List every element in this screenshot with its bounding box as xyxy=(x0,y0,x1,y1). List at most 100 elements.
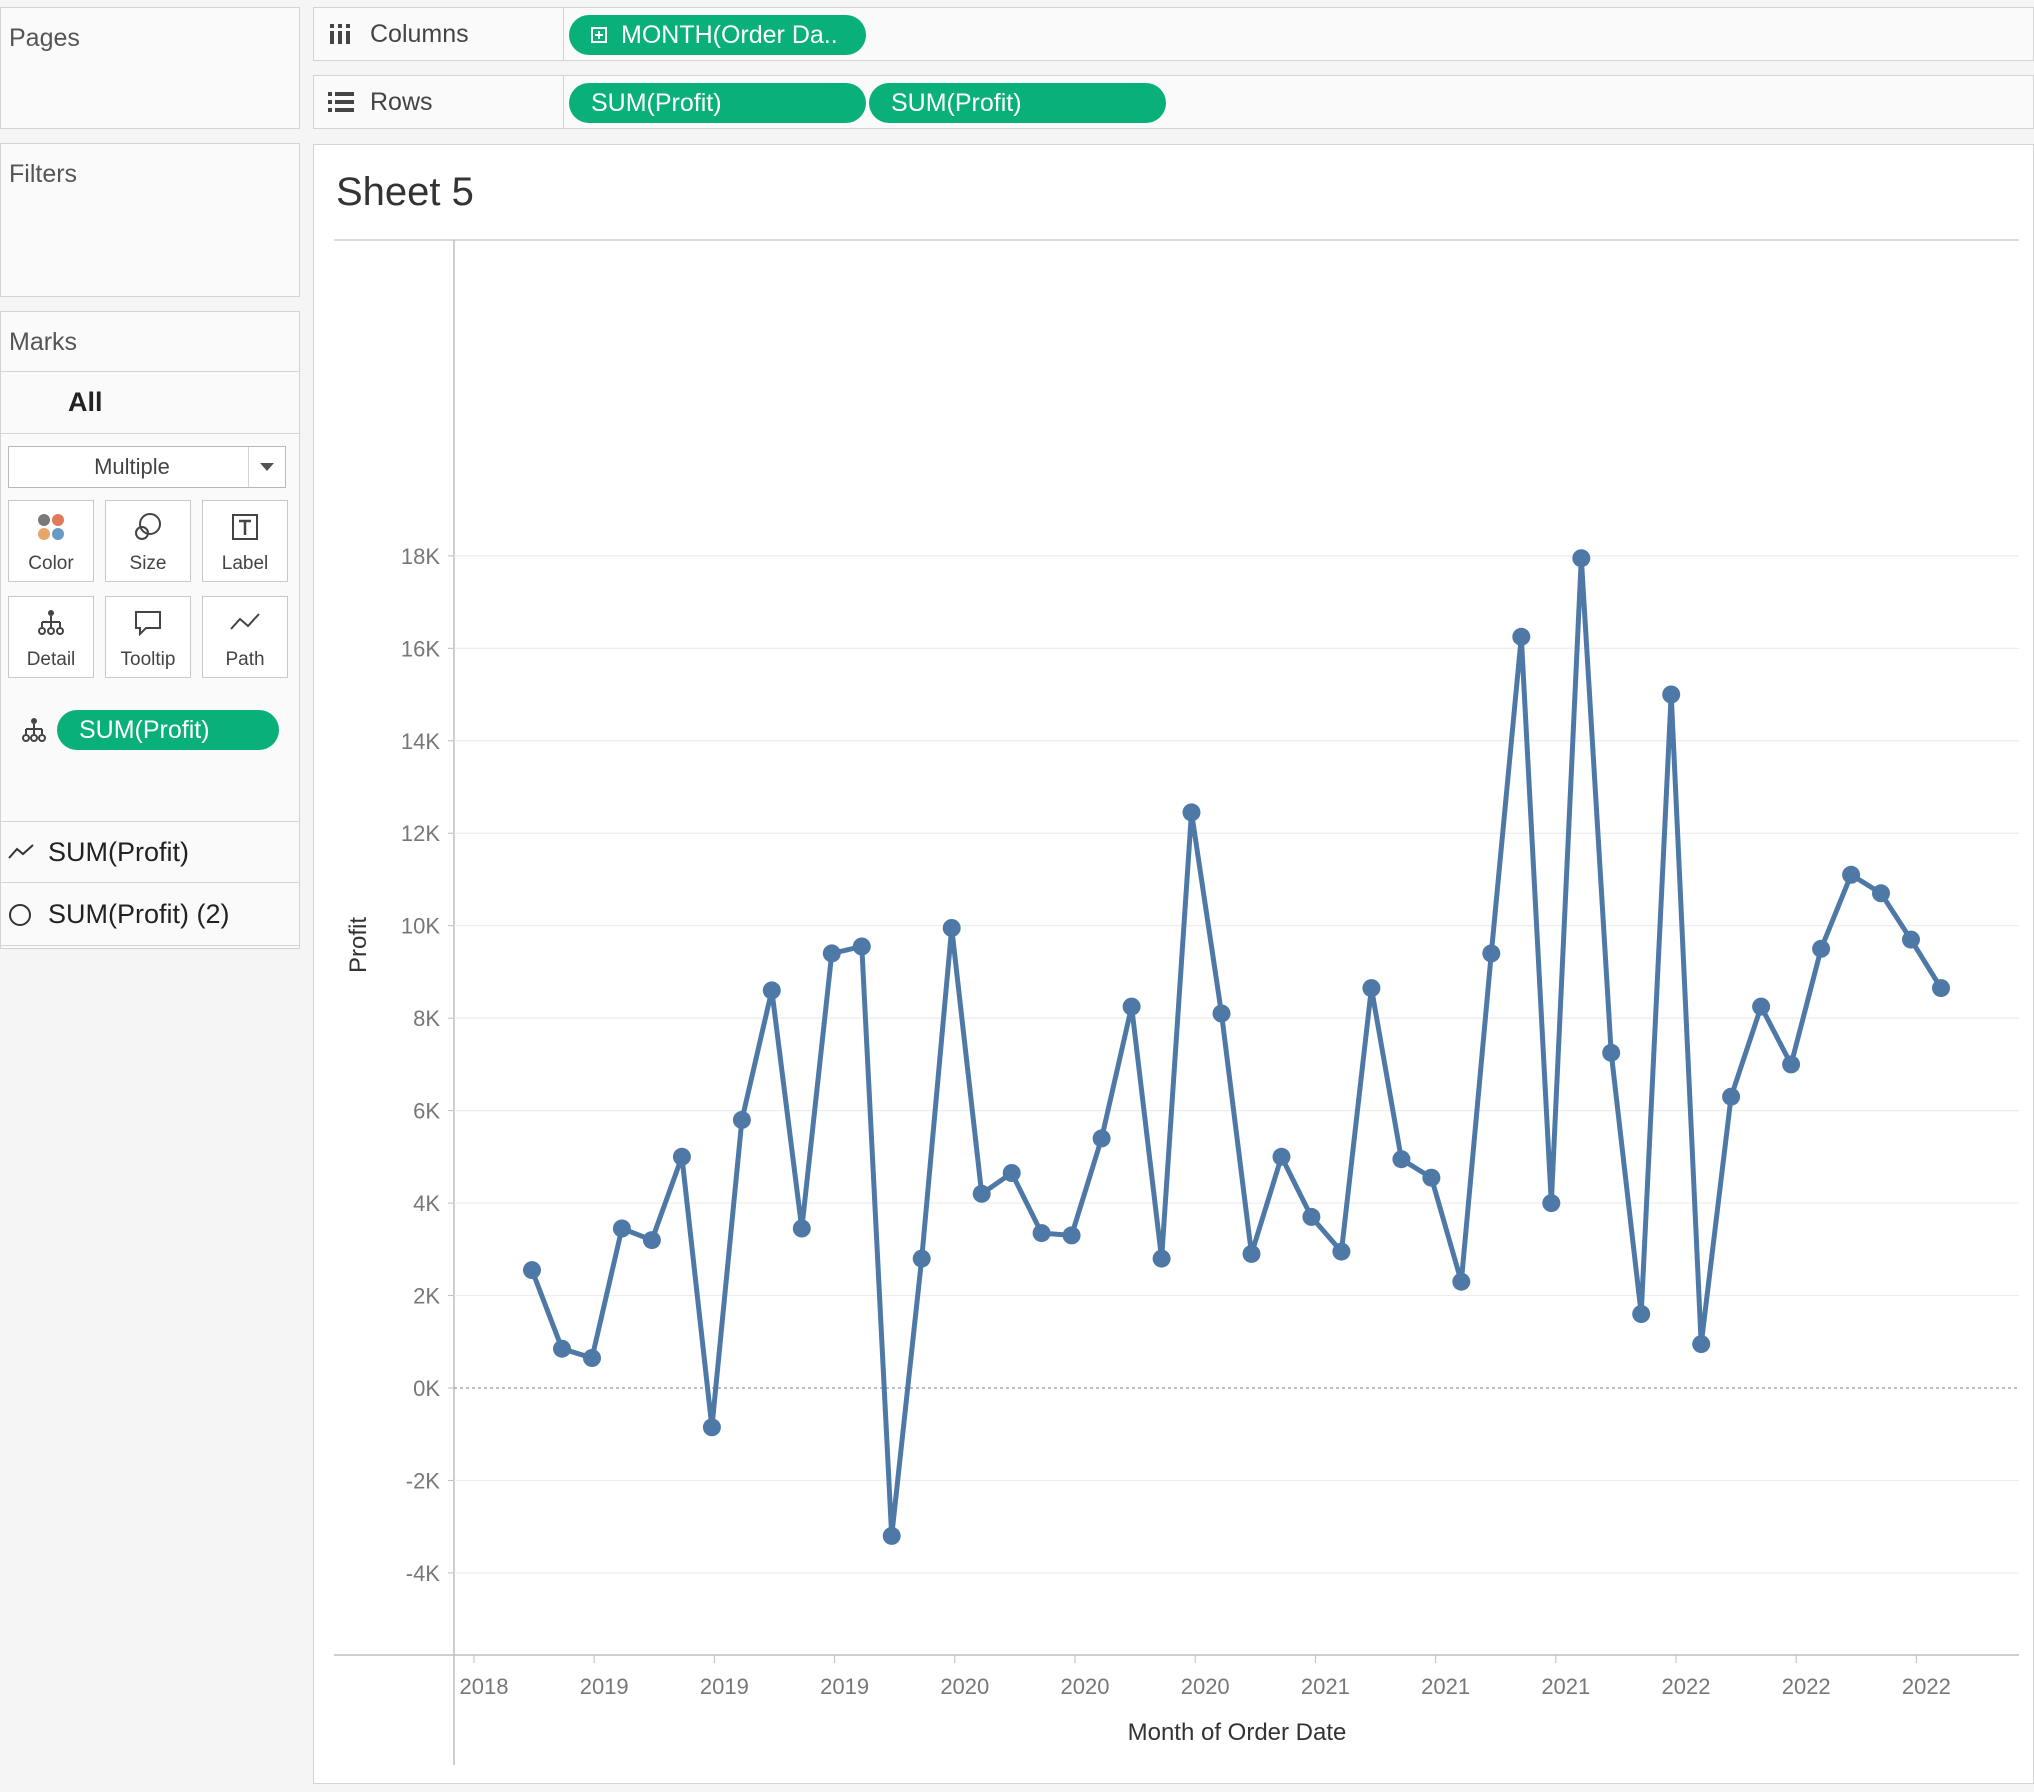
sheet-title: Sheet 5 xyxy=(336,170,474,214)
layer-line-label: SUM(Profit) xyxy=(48,836,189,867)
x-tick-label: 2021 xyxy=(1301,1674,1350,1699)
x-tick-label: 2021 xyxy=(1421,1674,1470,1699)
detail-icon xyxy=(9,607,93,643)
y-tick-label: 8K xyxy=(413,1006,440,1031)
sheet-view: Sheet 5 -4K -2K 0K 2K 4K 6K 8K 10K 12K 14K 16K 18K 2… xyxy=(313,144,2034,1784)
detail-field-icon xyxy=(20,716,48,749)
y-tick-label: 16K xyxy=(401,636,440,661)
profit-data-point xyxy=(1722,1087,1741,1106)
layer-circle-row[interactable]: SUM(Profit) (2) xyxy=(0,884,300,946)
layer-line-row[interactable]: SUM(Profit) xyxy=(0,821,300,883)
profit-data-point xyxy=(1752,997,1771,1016)
profit-data-point xyxy=(553,1339,571,1358)
columns-shelf-label: Columns xyxy=(314,8,564,60)
path-button[interactable]: Path xyxy=(202,596,288,678)
tooltip-button[interactable]: Tooltip xyxy=(105,596,191,678)
circle-icon xyxy=(8,902,34,928)
layer-circle-label: SUM(Profit) (2) xyxy=(48,899,230,929)
columns-shelf[interactable]: Columns MONTH(Order Da.. xyxy=(313,7,2034,61)
x-tick-label: 2020 xyxy=(1061,1674,1110,1699)
profit-data-point xyxy=(1512,627,1531,646)
x-tick-label: 2019 xyxy=(820,1674,869,1699)
profit-data-point xyxy=(1092,1129,1111,1148)
color-button[interactable]: Color xyxy=(8,500,94,582)
profit-data-point xyxy=(972,1184,991,1203)
label-button[interactable]: Label xyxy=(202,500,288,582)
rows-shelf[interactable]: Rows SUM(Profit) SUM(Profit) xyxy=(313,75,2034,129)
profit-data-point xyxy=(1452,1272,1471,1291)
mark-type-dropdown[interactable]: Multiple xyxy=(8,446,286,488)
columns-pill-label: MONTH(Order Da.. xyxy=(621,20,838,49)
profit-data-point xyxy=(1332,1242,1351,1261)
expand-plus-icon[interactable] xyxy=(591,27,607,43)
path-icon xyxy=(203,607,287,643)
profit-data-point xyxy=(1572,549,1591,568)
profit-data-point xyxy=(1632,1305,1651,1323)
y-tick-label: 2K xyxy=(413,1284,440,1309)
profit-data-point xyxy=(1032,1224,1051,1243)
profit-data-point xyxy=(1242,1244,1261,1263)
x-tick-label: 2022 xyxy=(1902,1674,1951,1699)
profit-data-point xyxy=(732,1110,751,1129)
profit-data-point xyxy=(672,1147,691,1166)
tooltip-label: Tooltip xyxy=(120,649,176,670)
profit-data-point xyxy=(1152,1249,1171,1268)
y-tick-label: -4K xyxy=(406,1561,441,1586)
path-label: Path xyxy=(225,649,265,670)
profit-data-point xyxy=(1542,1194,1561,1213)
x-tick-label: 2018 xyxy=(460,1674,509,1699)
profit-data-point xyxy=(702,1418,721,1437)
size-icon xyxy=(106,511,190,547)
y-tick-label: 14K xyxy=(401,729,440,754)
x-axis-title: Month of Order Date xyxy=(1128,1719,1347,1746)
pages-title: Pages xyxy=(9,24,80,52)
columns-icon xyxy=(328,22,356,46)
profit-series-line xyxy=(529,555,1944,1539)
rows-icon xyxy=(328,91,356,113)
profit-data-point xyxy=(1662,685,1681,704)
y-tick-label: 4K xyxy=(413,1191,440,1216)
profit-data-point xyxy=(1842,865,1861,884)
color-label: Color xyxy=(28,553,74,574)
marks-all-tab[interactable]: All xyxy=(1,372,299,434)
profit-data-point xyxy=(1062,1226,1081,1245)
profit-data-point xyxy=(912,1249,931,1268)
profit-data-point xyxy=(523,1261,541,1280)
profit-data-point xyxy=(1482,944,1501,963)
columns-label: Columns xyxy=(370,19,469,48)
tooltip-icon xyxy=(106,607,190,643)
marks-header: Marks xyxy=(1,312,299,372)
profit-data-point xyxy=(792,1219,811,1238)
filters-panel[interactable]: Filters xyxy=(0,143,300,297)
y-axis-title: Profit xyxy=(345,917,372,973)
size-button[interactable]: Size xyxy=(105,500,191,582)
profit-data-point xyxy=(1272,1147,1291,1166)
profit-data-point xyxy=(762,981,781,1000)
y-tick-label: -2K xyxy=(406,1468,441,1493)
columns-pill-month[interactable]: MONTH(Order Da.. xyxy=(569,15,866,55)
rows-pill-profit-2[interactable]: SUM(Profit) xyxy=(869,83,1166,123)
size-label: Size xyxy=(129,553,167,574)
pages-panel: Pages xyxy=(0,7,300,129)
y-tick-label: 12K xyxy=(401,821,440,846)
detail-button[interactable]: Detail xyxy=(8,596,94,678)
profit-data-point xyxy=(1782,1055,1801,1074)
y-tick-label: 10K xyxy=(401,914,440,939)
profit-data-point xyxy=(1692,1335,1711,1354)
x-tick-label: 2020 xyxy=(1181,1674,1230,1699)
rows-pill-profit-1[interactable]: SUM(Profit) xyxy=(569,83,866,123)
profit-data-point xyxy=(882,1526,901,1545)
profit-data-point xyxy=(642,1231,661,1250)
profit-data-point xyxy=(1872,884,1890,903)
profit-data-point xyxy=(942,919,961,937)
profit-data-point xyxy=(583,1349,601,1367)
marks-all-label: All xyxy=(68,387,103,417)
profit-data-point xyxy=(852,937,871,956)
detail-label: Detail xyxy=(26,649,76,670)
detail-pill[interactable]: SUM(Profit) xyxy=(57,710,279,750)
filters-title: Filters xyxy=(9,160,78,188)
profit-data-point xyxy=(1392,1150,1411,1169)
y-tick-label: 6K xyxy=(413,1099,440,1124)
mark-type-value: Multiple xyxy=(94,454,170,479)
label-icon xyxy=(203,511,287,547)
